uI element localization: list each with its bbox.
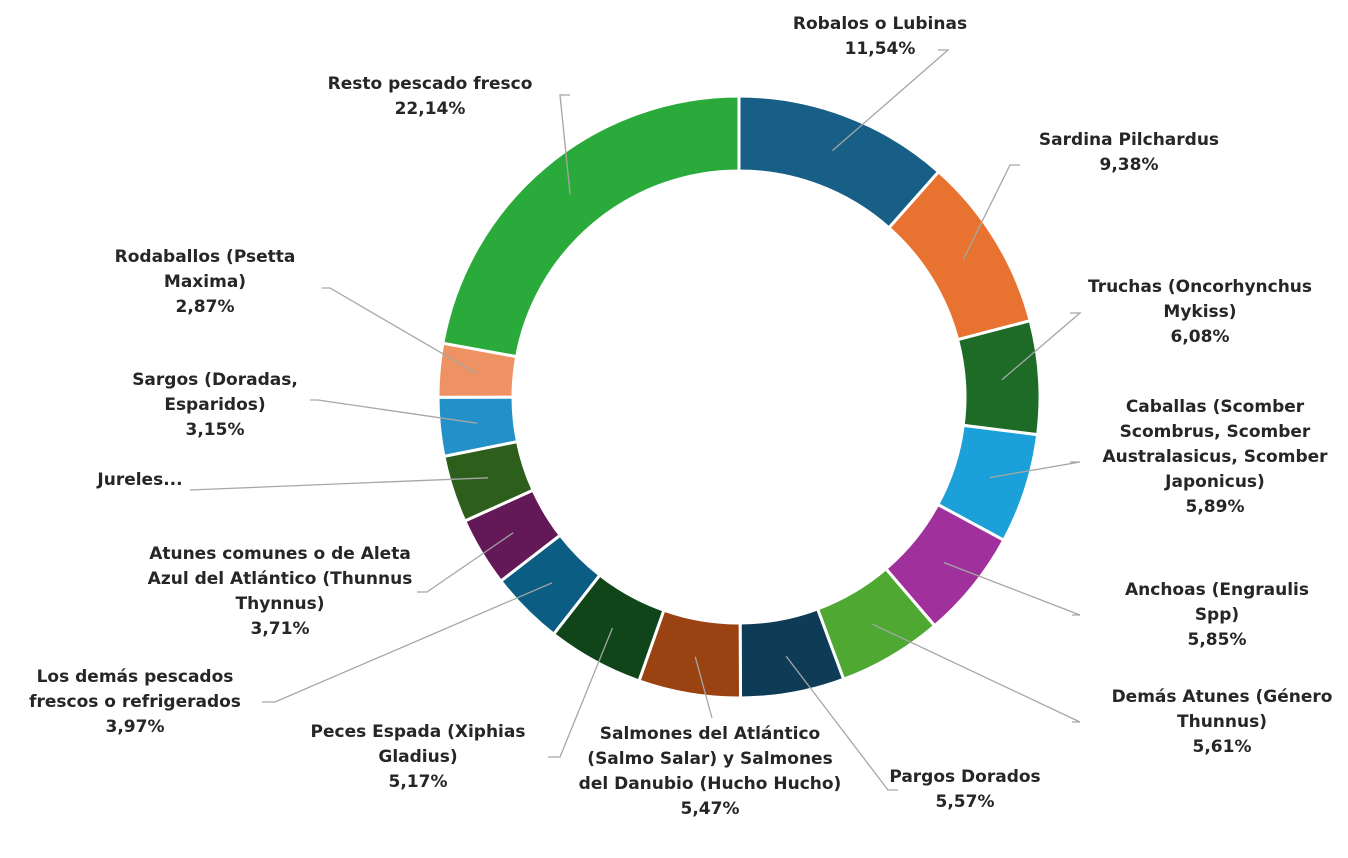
category-label: Peces Espada (Xiphias Gladius) [310, 722, 526, 767]
category-label: Salmones del Atlántico (Salmo Salar) y S… [578, 724, 842, 794]
category-label: Sardina Pilchardus [1038, 130, 1220, 150]
leader-line [785, 655, 898, 791]
data-label: Peces Espada (Xiphias Gladius) 5,17% [288, 720, 548, 795]
leader-line [989, 461, 1081, 479]
category-label: Robalos o Lubinas [792, 14, 968, 34]
category-label: Pargos Dorados [889, 767, 1041, 787]
leader-line [694, 656, 713, 719]
leader-line [943, 561, 1081, 616]
value-label: 22,14% [394, 99, 466, 119]
leader-line [417, 532, 514, 593]
data-label: Truchas (Oncorhynchus Mykiss) 6,08% [1080, 275, 1320, 350]
value-label: 5,47% [680, 799, 740, 819]
leader-line [1001, 312, 1082, 381]
data-label: Resto pescado fresco 22,14% [300, 72, 560, 122]
value-label: 3,97% [105, 717, 165, 737]
category-label: Jureles... [97, 470, 183, 490]
value-label: 2,87% [175, 297, 235, 317]
leader-line [559, 94, 571, 195]
value-label: 5,57% [935, 792, 995, 812]
category-label: Rodaballos (Psetta Maxima) [114, 247, 296, 292]
segment [955, 318, 1042, 437]
data-label: Atunes comunes o de Aleta Azul del Atlán… [130, 542, 430, 642]
data-label: Anchoas (Engraulis Spp) 5,85% [1107, 578, 1327, 653]
category-label: Caballas (Scomber Scombrus, Scomber Aust… [1102, 397, 1328, 492]
value-label: 3,15% [185, 420, 245, 440]
leader-line [548, 627, 614, 758]
value-label: 5,89% [1185, 497, 1245, 517]
value-label: 11,54% [844, 39, 916, 59]
leader-line [872, 623, 1081, 723]
data-label: Jureles... [96, 468, 184, 493]
data-label: Sardina Pilchardus 9,38% [1019, 128, 1239, 178]
category-label: Anchoas (Engraulis Spp) [1124, 580, 1309, 625]
data-label: Rodaballos (Psetta Maxima) 2,87% [95, 245, 315, 320]
value-label: 6,08% [1170, 327, 1230, 347]
leader-line [832, 49, 950, 152]
segment [441, 94, 741, 359]
data-label: Los demás pescados frescos o refrigerado… [5, 665, 265, 740]
value-label: 3,71% [250, 619, 310, 639]
category-label: Sargos (Doradas, Esparidos) [132, 370, 298, 415]
data-label: Sargos (Doradas, Esparidos) 3,15% [105, 368, 325, 443]
category-label: Truchas (Oncorhynchus Mykiss) [1087, 277, 1313, 322]
category-label: Demás Atunes (Género Thunnus) [1111, 687, 1333, 732]
leader-line [310, 399, 477, 424]
value-label: 5,85% [1187, 630, 1247, 650]
value-label: 9,38% [1099, 155, 1159, 175]
value-label: 5,61% [1192, 737, 1252, 757]
category-label: Resto pescado fresco [327, 74, 533, 94]
data-label: Demás Atunes (Género Thunnus) 5,61% [1102, 685, 1342, 760]
leader-line [189, 477, 489, 491]
leader-line [322, 287, 477, 375]
category-label: Los demás pescados frescos o refrigerado… [29, 667, 241, 712]
data-label: Robalos o Lubinas 11,54% [770, 12, 990, 62]
leader-line [962, 164, 1020, 260]
leader-line [262, 582, 553, 703]
value-label: 5,17% [388, 772, 448, 792]
data-label: Salmones del Atlántico (Salmo Salar) y S… [570, 722, 850, 822]
data-label: Caballas (Scomber Scombrus, Scomber Aust… [1085, 395, 1345, 520]
category-label: Atunes comunes o de Aleta Azul del Atlán… [147, 544, 413, 614]
data-label: Pargos Dorados 5,57% [865, 765, 1065, 815]
